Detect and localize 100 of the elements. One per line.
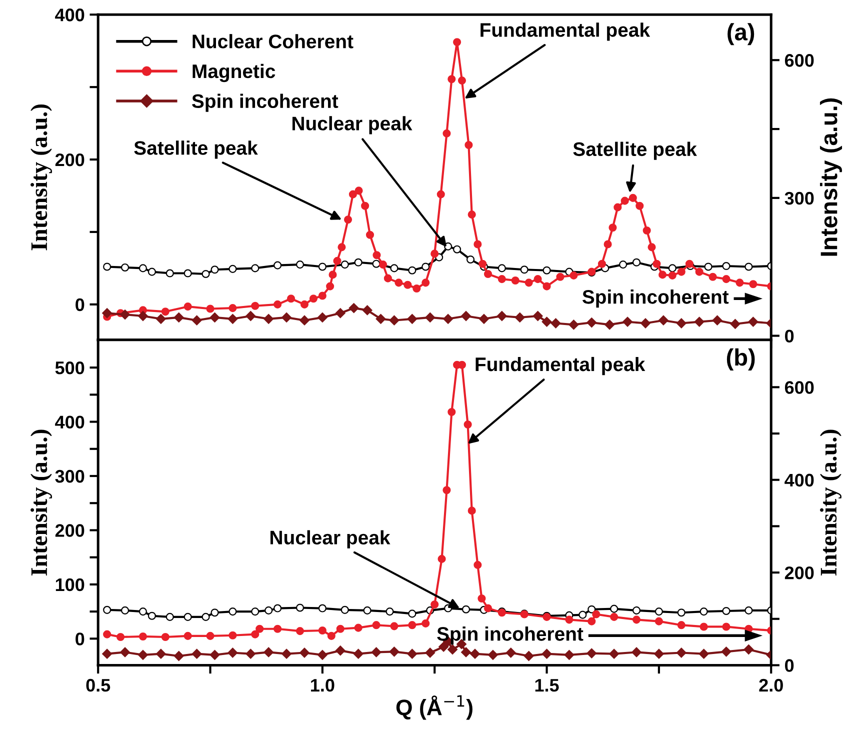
y2-axis-title: Intensity (a.u.): [820, 98, 842, 256]
y-tick-label: 300: [55, 470, 84, 483]
annotation: Fundamental peak: [476, 356, 646, 376]
point: [228, 648, 238, 658]
point: [722, 606, 730, 616]
point: [354, 624, 362, 632]
point: [251, 264, 260, 272]
point: [192, 315, 202, 326]
y2-tick-label: 400: [784, 474, 814, 487]
point: [148, 268, 156, 276]
point: [274, 604, 282, 612]
point: [120, 606, 130, 614]
point: [654, 648, 664, 659]
point: [721, 646, 732, 657]
point: [372, 260, 380, 268]
point: [468, 506, 476, 515]
point: [592, 610, 600, 618]
point: [448, 644, 458, 654]
point: [156, 648, 166, 659]
point: [698, 648, 709, 659]
annotation: Satellite peak: [573, 142, 697, 160]
point: [438, 554, 446, 563]
point: [116, 632, 125, 642]
point: [138, 650, 148, 660]
point: [640, 318, 650, 328]
point: [654, 617, 663, 626]
point: [376, 314, 386, 324]
point: [461, 647, 471, 658]
y-tick-label: 400: [55, 416, 84, 428]
annotation: Nuclear peak: [292, 116, 412, 134]
point: [202, 270, 210, 278]
point: [353, 648, 364, 659]
point: [610, 612, 618, 621]
point: [654, 608, 663, 616]
point: [632, 647, 642, 658]
point: [296, 604, 304, 612]
point: [228, 608, 237, 616]
point: [317, 650, 328, 660]
point: [496, 311, 507, 321]
point: [609, 648, 620, 659]
point: [478, 594, 486, 603]
x-tick-label: 0.5: [86, 678, 110, 692]
point: [676, 318, 686, 328]
point: [192, 648, 202, 659]
annotation: (a): [728, 23, 754, 46]
point: [430, 600, 439, 609]
point: [318, 626, 326, 635]
y-axis-title: Intensity (a.u.): [30, 104, 52, 250]
y-tick-label: 500: [55, 362, 84, 374]
point: [466, 255, 475, 264]
annotation: Spin incoherent: [582, 290, 729, 308]
point: [700, 608, 708, 616]
point: [251, 608, 260, 616]
point: [744, 262, 753, 271]
point: [174, 651, 184, 661]
point: [335, 308, 346, 318]
point: [506, 648, 516, 658]
point: [274, 261, 282, 270]
point: [103, 262, 112, 271]
point: [425, 312, 436, 322]
point: [478, 314, 489, 324]
point: [246, 648, 256, 659]
point: [340, 606, 349, 614]
y-tick-label: 200: [55, 524, 84, 537]
annotation: Spin incoherent: [437, 626, 584, 645]
annotation: Fundamental peak: [480, 22, 650, 41]
point: [744, 606, 753, 614]
point: [120, 310, 130, 320]
point: [296, 260, 304, 269]
point: [632, 258, 641, 266]
point: [748, 316, 758, 327]
point: [390, 622, 398, 630]
point: [256, 624, 264, 633]
point: [148, 612, 156, 620]
point: [251, 630, 260, 638]
point: [588, 617, 596, 626]
point: [408, 266, 416, 274]
point: [138, 264, 147, 272]
point: [264, 647, 274, 658]
point: [462, 605, 470, 614]
y2-tick-label: 0: [785, 659, 794, 672]
point: [632, 616, 641, 624]
point: [677, 621, 686, 630]
point: [210, 608, 219, 617]
point: [632, 606, 641, 614]
point: [694, 316, 704, 327]
point: [184, 632, 192, 640]
point: [317, 312, 328, 322]
legend-label: Spin incoherent: [192, 94, 338, 112]
y2-tick-label: 600: [784, 54, 814, 67]
point: [228, 631, 237, 640]
point: [564, 650, 574, 660]
point: [408, 621, 416, 630]
point: [565, 616, 574, 624]
y2-tick-label: 0: [785, 330, 794, 342]
point: [336, 624, 344, 633]
point: [586, 648, 597, 658]
point: [210, 266, 219, 274]
point: [542, 316, 552, 327]
point: [206, 632, 214, 640]
